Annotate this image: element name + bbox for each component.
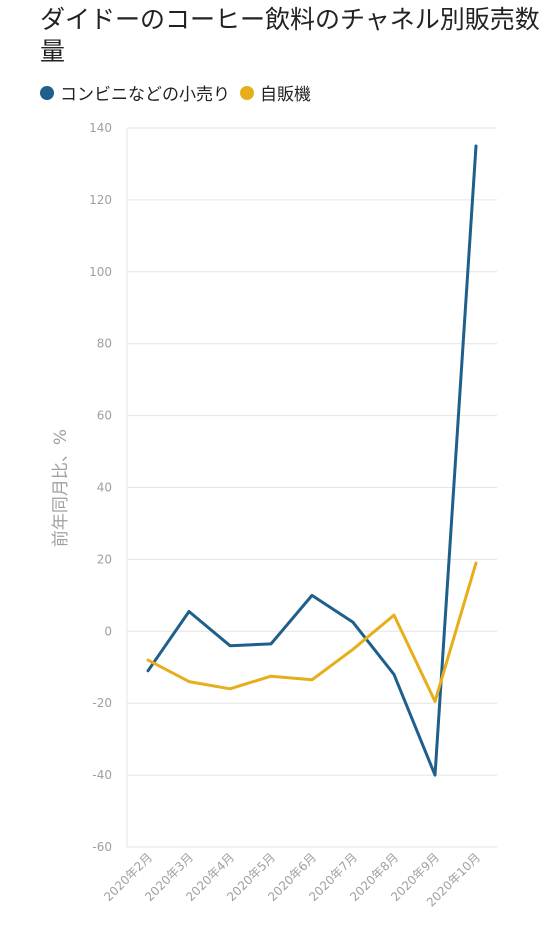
legend-swatch-vending <box>240 85 254 100</box>
legend-swatch-retail <box>40 85 54 100</box>
y-axis-ticks: 140 120 100 80 60 40 20 0 -20 -40 -60 <box>89 121 112 854</box>
y-tick-label: 20 <box>97 552 112 566</box>
legend-item-vending: 自販機 <box>240 80 311 105</box>
y-tick-label: 120 <box>89 193 112 207</box>
series-line-vending <box>146 561 478 703</box>
y-tick-label: 0 <box>104 624 112 638</box>
y-tick-label: 40 <box>97 481 112 495</box>
legend: コンビニなどの小売り 自販機 <box>40 80 321 105</box>
y-tick-label: -40 <box>92 768 112 782</box>
grid-lines <box>126 127 497 848</box>
y-tick-label: -20 <box>92 696 112 710</box>
series-line-retail <box>146 144 478 777</box>
y-tick-label: 60 <box>97 409 112 423</box>
legend-item-retail: コンビニなどの小売り <box>40 80 230 105</box>
series-lines <box>146 144 478 777</box>
y-tick-label: 100 <box>89 265 112 279</box>
legend-label-retail: コンビニなどの小売り <box>60 85 230 105</box>
y-axis-label: 前年同月比、% <box>51 429 71 547</box>
y-tick-label: 140 <box>89 121 112 135</box>
x-axis-ticks: 2020年2月2020年3月2020年4月2020年5月2020年6月2020年… <box>101 850 483 909</box>
y-tick-label: -60 <box>92 840 112 854</box>
y-tick-label: 80 <box>97 337 112 351</box>
legend-label-vending: 自販機 <box>260 85 311 105</box>
chart-title: ダイドーのコーヒー飲料のチャネル別販売数量 <box>40 5 540 66</box>
